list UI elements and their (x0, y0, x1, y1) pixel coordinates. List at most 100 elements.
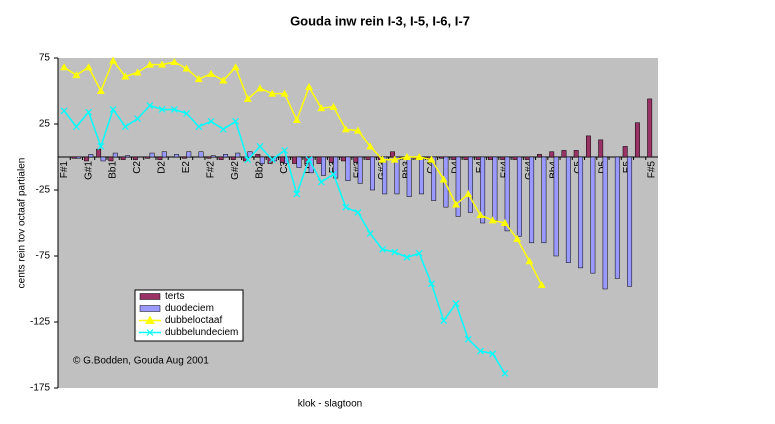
marker (232, 117, 239, 125)
bar (647, 98, 653, 158)
marker (121, 72, 130, 80)
bar (431, 156, 437, 201)
legend-swatch (139, 293, 161, 300)
bar (590, 156, 596, 274)
marker (379, 245, 386, 253)
bar (230, 156, 236, 160)
line (63, 59, 543, 286)
bar (255, 154, 261, 158)
marker (317, 178, 325, 186)
bar (418, 156, 424, 195)
bar (561, 150, 567, 158)
marker (72, 123, 80, 131)
bar (259, 156, 265, 164)
x-tick-label: F#1 (59, 161, 70, 179)
bar (125, 155, 131, 158)
marker (158, 60, 167, 68)
bar (541, 156, 547, 244)
x-tick-label: C2 (132, 161, 143, 174)
marker (292, 116, 301, 124)
marker (489, 350, 497, 358)
bar (218, 156, 224, 160)
bar (504, 156, 510, 232)
marker (403, 253, 411, 261)
bar (394, 156, 400, 195)
marker (366, 230, 374, 237)
marker (268, 89, 277, 97)
marker (415, 153, 424, 160)
bar (149, 152, 155, 158)
bar (206, 156, 212, 159)
marker (501, 370, 509, 377)
bar (132, 156, 138, 160)
x-tick-label: E2 (181, 161, 192, 174)
marker (452, 300, 460, 307)
bar (512, 156, 518, 160)
y-tick-label: -125 (30, 317, 50, 328)
marker (121, 123, 129, 131)
legend-label: dubbeloctaaf (165, 315, 222, 326)
bar (634, 122, 640, 158)
marker (219, 76, 228, 84)
bar (223, 154, 228, 158)
bar (406, 156, 412, 197)
marker (330, 170, 337, 178)
bar (529, 156, 535, 244)
bar (345, 156, 351, 182)
bar (516, 156, 522, 237)
marker (513, 234, 522, 242)
marker (440, 317, 448, 325)
marker (194, 75, 203, 83)
marker (439, 175, 448, 183)
bar (553, 156, 559, 257)
marker (183, 110, 190, 117)
bar (108, 156, 114, 162)
marker (133, 68, 142, 76)
marker (60, 63, 69, 71)
x-tick-label: D2 (157, 161, 168, 174)
annotation: © G.Bodden, Gouda Aug 2001 (73, 356, 209, 367)
marker (402, 153, 411, 160)
marker (354, 209, 362, 216)
bar (524, 156, 530, 160)
marker (415, 249, 423, 257)
marker (341, 125, 350, 133)
marker (158, 106, 166, 113)
bar (369, 156, 375, 191)
marker (525, 257, 534, 265)
bar (480, 156, 486, 224)
marker (464, 335, 472, 343)
bar (565, 156, 571, 263)
marker (280, 89, 289, 97)
x-tick-label: F#2 (206, 161, 217, 179)
bar (145, 156, 151, 159)
legend-marker (146, 329, 154, 336)
bar (451, 156, 457, 160)
bar (328, 156, 334, 163)
chart-title: Gouda inw rein I-3, I-5, I-6, I-7 (290, 13, 470, 28)
marker (537, 281, 546, 289)
marker (96, 87, 105, 94)
marker (207, 117, 215, 125)
x-tick-label: G#1 (83, 161, 94, 180)
bar (161, 151, 167, 158)
bar (279, 156, 285, 163)
marker (281, 146, 288, 154)
bar (174, 154, 179, 158)
marker (305, 83, 314, 91)
marker (488, 216, 497, 224)
marker (109, 106, 117, 113)
bar (455, 156, 461, 217)
marker (354, 126, 362, 134)
marker (378, 155, 387, 163)
marker (170, 57, 179, 65)
y-tick-label: 25 (39, 119, 51, 130)
marker (464, 189, 473, 197)
x-axis-label: klok - slagtoon (298, 399, 362, 410)
marker (428, 280, 435, 288)
bar (598, 139, 604, 158)
bar (321, 156, 326, 176)
marker (84, 63, 93, 71)
bar (235, 152, 241, 158)
bar (627, 156, 633, 287)
